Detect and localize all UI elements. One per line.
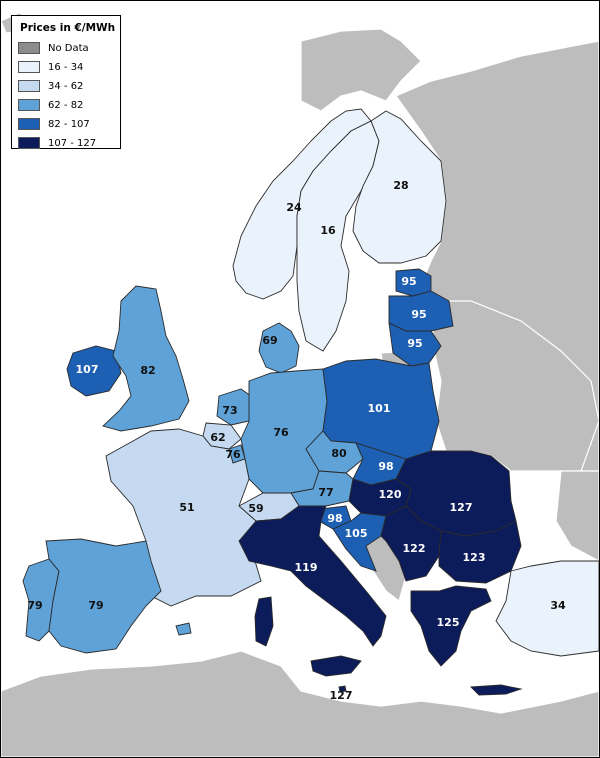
country-ireland[interactable]	[66, 345, 122, 397]
country-italy[interactable]	[238, 505, 387, 647]
legend-label: 16 - 34	[48, 61, 84, 73]
country-sardinia[interactable]	[254, 596, 274, 647]
country-crete[interactable]	[469, 684, 523, 696]
country-sicily[interactable]	[310, 655, 362, 677]
price-label-romania: 127	[450, 501, 473, 514]
country-lithuania[interactable]	[388, 322, 442, 367]
legend-swatch	[18, 42, 40, 54]
price-label-great-britain: 82	[140, 364, 155, 377]
price-label-hungary: 120	[379, 488, 402, 501]
legend-label: No Data	[48, 42, 89, 54]
price-label-malta: 127	[330, 689, 353, 702]
legend-swatch	[18, 80, 40, 92]
legend-label: 82 - 107	[48, 118, 90, 130]
legend-swatch	[18, 118, 40, 130]
price-label-greece: 125	[437, 616, 460, 629]
country-greece[interactable]	[410, 585, 492, 667]
price-labels: 24 16 28 95 95 95 107 82 69 73 62 76 76 …	[27, 179, 566, 702]
legend-item: 82 - 107	[18, 116, 114, 132]
country-spain[interactable]	[45, 538, 162, 654]
legend-swatch	[18, 99, 40, 111]
country-croatia[interactable]	[332, 512, 387, 572]
legend-label: 107 - 127	[48, 137, 97, 149]
price-label-latvia: 95	[411, 308, 426, 321]
country-denmark[interactable]	[258, 322, 300, 374]
legend-item: 34 - 62	[18, 78, 114, 94]
legend-title: Prices in €/MWh	[20, 22, 116, 34]
price-label-france: 51	[179, 501, 194, 514]
caucasus-region	[555, 470, 599, 562]
price-label-netherlands: 73	[222, 404, 237, 417]
legend-swatch	[18, 61, 40, 73]
countries	[22, 108, 599, 696]
price-label-croatia: 105	[345, 527, 368, 540]
price-label-poland: 101	[368, 402, 391, 415]
price-label-sweden: 16	[320, 224, 336, 237]
legend-swatch	[18, 137, 40, 149]
price-label-lithuania: 95	[407, 337, 422, 350]
country-sweden[interactable]	[296, 120, 380, 352]
price-label-serbia: 122	[403, 542, 426, 555]
country-malta[interactable]	[338, 685, 347, 693]
north-africa	[1, 650, 599, 757]
legend-item: 62 - 82	[18, 97, 114, 113]
price-label-denmark: 69	[262, 334, 277, 347]
price-label-luxembourg: 76	[225, 448, 241, 461]
price-label-austria: 77	[318, 486, 333, 499]
norway-north-coast	[300, 28, 422, 112]
legend: Prices in €/MWh No Data 16 - 34 34 - 62 62 …	[11, 15, 121, 149]
price-label-belgium: 62	[210, 431, 225, 444]
legend-label: 62 - 82	[48, 99, 84, 111]
price-label-czechia: 80	[331, 447, 347, 460]
price-label-portugal: 79	[27, 599, 42, 612]
price-label-spain: 79	[88, 599, 103, 612]
country-great-britain[interactable]	[102, 285, 190, 432]
price-label-estonia: 95	[401, 275, 416, 288]
country-finland[interactable]	[352, 110, 447, 264]
price-label-germany: 76	[273, 426, 289, 439]
price-label-italy: 119	[295, 561, 318, 574]
price-label-switzerland: 59	[248, 502, 263, 515]
legend-item: No Data	[18, 40, 114, 56]
legend-rows: No Data 16 - 34 34 - 62 62 - 82 82 - 107 107 …	[18, 40, 114, 151]
country-serbia[interactable]	[380, 505, 442, 582]
legend-label: 34 - 62	[48, 80, 84, 92]
price-label-slovakia: 98	[378, 460, 393, 473]
price-label-ireland: 107	[76, 363, 99, 376]
legend-item: 16 - 34	[18, 59, 114, 75]
price-label-slovenia: 98	[327, 512, 342, 525]
price-label-turkey: 34	[550, 599, 566, 612]
country-balearics	[175, 622, 192, 636]
price-label-bulgaria: 123	[463, 551, 486, 564]
price-label-finland: 28	[393, 179, 408, 192]
belarus-ukraine-region	[432, 300, 599, 472]
price-label-norway: 24	[286, 201, 302, 214]
legend-item: 107 - 127	[18, 135, 114, 151]
country-turkey[interactable]	[495, 560, 599, 657]
non-member-land	[1, 12, 599, 757]
